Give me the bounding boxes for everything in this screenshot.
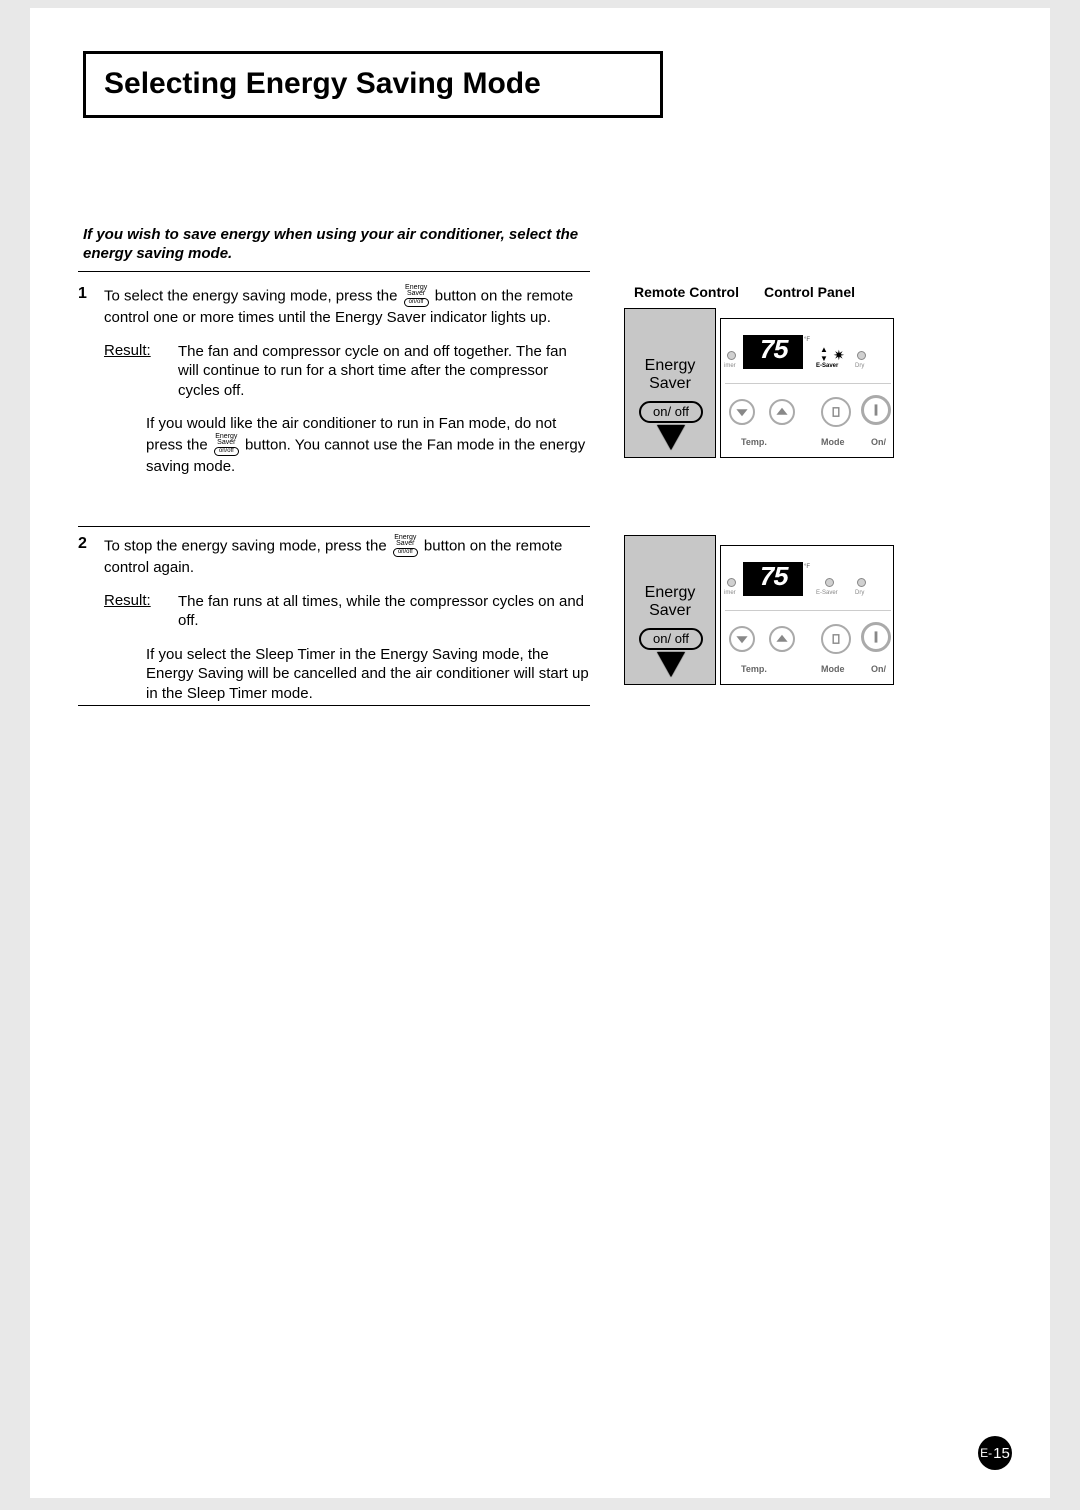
remote-control-diagram: Energy Saver on/ off	[624, 535, 716, 685]
esaver-led-icon	[825, 578, 834, 587]
step-1: 1 To select the energy saving mode, pres…	[78, 285, 590, 476]
step-body: To stop the energy saving mode, press th…	[104, 535, 590, 578]
intro-text: If you wish to save energy when using yo…	[83, 226, 593, 264]
step-text: To stop the energy saving mode, press th…	[104, 538, 391, 555]
page-title: Selecting Energy Saving Mode	[104, 67, 642, 101]
temp-label: Temp.	[741, 437, 767, 447]
remote-on-off-button: on/ off	[639, 628, 703, 650]
remote-on-off-button: on/ off	[639, 401, 703, 423]
remote-label: Energy Saver	[625, 584, 715, 619]
temp-up-button	[769, 626, 795, 652]
page-title-box: Selecting Energy Saving Mode	[83, 51, 663, 118]
mode-button	[821, 397, 851, 427]
mode-label: Mode	[821, 437, 845, 447]
temp-label: Temp.	[741, 664, 767, 674]
esaver-star-icon: ✷	[833, 347, 845, 364]
step-number: 1	[78, 285, 87, 303]
diagram-1: Energy Saver on/ off Hr. 75 °F imer ▲▼ ✷…	[624, 308, 894, 458]
result-text: The fan runs at all times, while the com…	[178, 592, 590, 631]
result-row: Result: The fan runs at all times, while…	[104, 592, 590, 631]
result-label: Result:	[104, 592, 178, 631]
timer-led-icon	[727, 578, 736, 587]
mode-label: Mode	[821, 664, 845, 674]
remote-control-header: Remote Control	[634, 284, 764, 300]
rule	[78, 705, 590, 706]
step-note: If you would like the air conditioner to…	[146, 414, 590, 476]
rule	[78, 526, 590, 527]
remote-control-diagram: Energy Saver on/ off	[624, 308, 716, 458]
temperature-value: 75	[759, 337, 787, 367]
page-number-badge: E-15	[978, 1436, 1012, 1470]
diagram-headers: Remote Control Control Panel	[634, 284, 909, 300]
esaver-led-label: E-Saver	[816, 590, 838, 596]
timer-led-label: imer	[724, 590, 736, 596]
dry-led-label: Dry	[855, 363, 864, 369]
page-number-prefix: E-	[980, 1446, 992, 1460]
result-row: Result: The fan and compressor cycle on …	[104, 342, 590, 401]
dry-led-icon	[857, 578, 866, 587]
temp-up-button	[769, 399, 795, 425]
power-button	[861, 395, 891, 425]
step-2: 2 To stop the energy saving mode, press …	[78, 535, 590, 703]
mode-button	[821, 624, 851, 654]
temperature-value: 75	[759, 564, 787, 594]
rule	[78, 271, 590, 272]
power-button	[861, 622, 891, 652]
result-label: Result:	[104, 342, 178, 401]
remote-label: Energy Saver	[625, 357, 715, 392]
lcd-display: 75	[743, 335, 803, 369]
dry-led-label: Dry	[855, 590, 864, 596]
step-body: To select the energy saving mode, press …	[104, 285, 590, 328]
page-number: 15	[993, 1445, 1010, 1462]
dry-led-icon	[857, 351, 866, 360]
control-panel-diagram: Hr. 75 °F imer ▲▼ ✷ E-Saver Dry Temp. Mo…	[720, 318, 894, 458]
energy-saver-button-icon: Energy Saver on/off	[214, 433, 239, 456]
lcd-display: 75	[743, 562, 803, 596]
timer-led-icon	[727, 351, 736, 360]
on-label: On/	[871, 437, 886, 447]
temp-down-button	[729, 399, 755, 425]
result-text: The fan and compressor cycle on and off …	[178, 342, 590, 401]
panel-divider	[725, 383, 891, 384]
arrow-down-icon	[659, 654, 683, 676]
arrow-down-icon	[659, 427, 683, 449]
step-text: To select the energy saving mode, press …	[104, 288, 402, 305]
manual-page: Selecting Energy Saving Mode If you wish…	[30, 8, 1050, 1498]
timer-led-label: imer	[724, 363, 736, 369]
esaver-led-label: E-Saver	[816, 363, 838, 369]
energy-saver-button-icon: Energy Saver on/off	[393, 534, 418, 557]
fahrenheit-label: °F	[804, 564, 810, 570]
fahrenheit-label: °F	[804, 337, 810, 343]
step-number: 2	[78, 535, 87, 553]
esaver-arrow-icon: ▲▼	[820, 345, 828, 363]
on-label: On/	[871, 664, 886, 674]
control-panel-diagram: Hr. 75 °F imer E-Saver Dry Temp. Mode On…	[720, 545, 894, 685]
temp-down-button	[729, 626, 755, 652]
energy-saver-button-icon: Energy Saver on/off	[404, 284, 429, 307]
panel-divider	[725, 610, 891, 611]
diagram-2: Energy Saver on/ off Hr. 75 °F imer E-Sa…	[624, 535, 894, 685]
control-panel-header: Control Panel	[764, 284, 855, 300]
step-note: If you select the Sleep Timer in the Ene…	[146, 645, 590, 704]
